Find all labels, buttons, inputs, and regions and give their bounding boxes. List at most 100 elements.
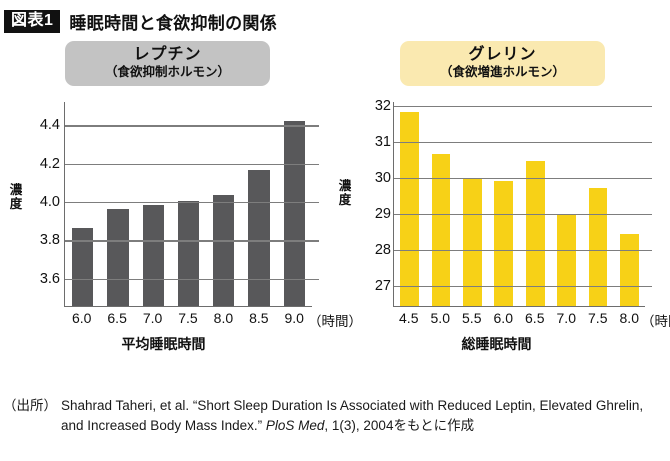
- gridline: [394, 105, 652, 108]
- x-tick-label: 5.0: [430, 310, 450, 327]
- gridline: [394, 213, 652, 216]
- y-tick-label: 29: [374, 205, 391, 222]
- charts-container: レプチン （食欲抑制ホルモン） 濃度 3.6 3.8 4.0 4.2 4.4 6.0 6.…: [0, 41, 670, 393]
- source-note: （出所） Shahrad Taheri, et al. “Short Sleep…: [0, 396, 670, 435]
- source-text-part1: Shahrad Taheri, et al. “Short Sleep Dura…: [61, 398, 644, 433]
- plot-wrap-leptin: 濃度 3.6 3.8 4.0 4.2 4.4 6.0 6.5 7.0 7.5 8.0 8.5 9.0…: [0, 102, 362, 353]
- source-journal: PloS Med: [265, 417, 325, 433]
- y-tick-label: 4.0: [39, 194, 60, 211]
- x-tick-label: 7.0: [556, 310, 576, 327]
- bar: [494, 180, 514, 307]
- bar-slot: [457, 102, 488, 307]
- source-text: Shahrad Taheri, et al. “Short Sleep Dura…: [57, 396, 670, 435]
- bar-slot: [136, 102, 171, 307]
- panel-subtitle-ghrelin: （食欲増進ホルモン）: [439, 65, 565, 80]
- bar: [72, 227, 94, 307]
- gridline: [394, 177, 652, 180]
- chart-panel-ghrelin: グレリン （食欲増進ホルモン） 濃度 27 28 29 30 31 32 4.5 5.0 5.…: [335, 41, 670, 393]
- bar: [177, 201, 200, 307]
- plot-wrap-ghrelin: 濃度 27 28 29 30 31 32 4.5 5.0 5.5 6.0 6.5 7.0 7.5 8.0…: [335, 98, 670, 352]
- x-tick-labels-leptin: 6.0 6.5 7.0 7.5 8.0 8.5 9.0: [64, 310, 312, 326]
- bar-slot: [206, 102, 241, 307]
- page-title: 睡眠時間と食欲抑制の関係: [69, 13, 278, 33]
- gridline: [65, 125, 319, 127]
- panel-header-ghrelin: グレリン （食欲増進ホルモン）: [400, 41, 605, 87]
- x-tick-label: 7.0: [142, 310, 163, 327]
- bar-slot: [277, 102, 312, 307]
- bar: [213, 195, 235, 307]
- y-tick-label: 28: [374, 241, 391, 258]
- bar-slot: [241, 102, 276, 307]
- plot-area-ghrelin: [393, 102, 652, 308]
- figure-badge: 図表1: [4, 9, 61, 33]
- bar: [248, 170, 270, 307]
- x-tick-label: 6.5: [525, 310, 545, 327]
- bar: [588, 187, 608, 307]
- x-tick-label: 6.0: [493, 310, 513, 327]
- y-tick-label: 3.8: [39, 232, 60, 249]
- y-tick-labels-ghrelin: 27 28 29 30 31 32: [357, 98, 391, 307]
- bar-slot: [425, 102, 456, 307]
- y-tick-label: 31: [374, 133, 391, 150]
- x-tick-label: 4.5: [399, 310, 419, 327]
- x-tick-labels-ghrelin: 4.5 5.0 5.5 6.0 6.5 7.0 7.5 8.0: [393, 310, 645, 326]
- bar: [142, 204, 164, 307]
- x-unit-leptin: （時間）: [308, 314, 362, 330]
- bar: [557, 214, 576, 307]
- x-tick-label: 7.5: [178, 310, 198, 327]
- gridline: [65, 202, 319, 204]
- y-tick-labels-leptin: 3.6 3.8 4.0 4.2 4.4: [26, 102, 60, 307]
- y-tick-label: 32: [374, 97, 391, 114]
- x-tick-label: 6.0: [71, 310, 92, 327]
- gridline: [394, 141, 652, 144]
- gridline: [65, 240, 319, 242]
- bar: [525, 160, 545, 307]
- x-tick-label: 5.5: [462, 310, 482, 327]
- plot-area-leptin: [64, 102, 319, 308]
- x-axis-title-ghrelin: 総睡眠時間: [461, 336, 532, 353]
- bar-slot: [171, 102, 206, 307]
- bar-slot: [394, 102, 425, 307]
- bar: [107, 208, 129, 307]
- x-tick-label: 8.5: [249, 310, 269, 327]
- bar-slot: [582, 102, 613, 307]
- y-axis-title-leptin: 濃度: [9, 183, 23, 211]
- y-tick-label: 30: [374, 169, 391, 186]
- panel-subtitle-leptin: （食欲抑制ホルモン）: [104, 65, 230, 80]
- gridline: [394, 285, 652, 288]
- panel-title-ghrelin: グレリン: [468, 46, 537, 63]
- x-tick-label: 7.5: [588, 310, 608, 327]
- source-label: （出所）: [3, 398, 57, 413]
- bar-slot: [100, 102, 135, 307]
- bar-slot: [551, 102, 582, 307]
- bar: [431, 153, 451, 307]
- panel-title-leptin: レプチン: [133, 46, 202, 63]
- y-tick-label: 3.6: [39, 270, 60, 287]
- bars-leptin: [65, 102, 312, 307]
- page-title-row: 図表1 睡眠時間と食欲抑制の関係: [0, 0, 670, 35]
- x-tick-label: 6.5: [107, 310, 127, 327]
- y-tick-label: 27: [374, 277, 391, 294]
- bar-slot: [488, 102, 519, 307]
- bar: [400, 112, 420, 307]
- bar: [283, 120, 305, 307]
- y-axis-title-ghrelin: 濃度: [338, 179, 352, 207]
- gridline: [65, 278, 319, 280]
- bar: [463, 178, 482, 307]
- x-axis-title-leptin: 平均睡眠時間: [121, 336, 206, 353]
- source-text-part2: , 1(3), 2004をもとに作成: [324, 417, 475, 433]
- x-tick-label: 8.0: [213, 310, 234, 327]
- x-unit-ghrelin: （時間）: [641, 314, 670, 330]
- bars-ghrelin: [394, 102, 645, 307]
- bar-slot: [520, 102, 551, 307]
- bar: [619, 234, 639, 307]
- x-tick-label: 8.0: [619, 310, 639, 327]
- y-tick-label: 4.4: [39, 117, 60, 134]
- bar-slot: [614, 102, 645, 307]
- chart-panel-leptin: レプチン （食欲抑制ホルモン） 濃度 3.6 3.8 4.0 4.2 4.4 6.0 6.…: [0, 41, 362, 393]
- x-tick-label: 9.0: [284, 310, 304, 327]
- y-tick-label: 4.2: [39, 155, 60, 172]
- panel-header-leptin: レプチン （食欲抑制ホルモン）: [65, 41, 270, 87]
- gridline: [65, 163, 319, 165]
- gridline: [394, 249, 652, 252]
